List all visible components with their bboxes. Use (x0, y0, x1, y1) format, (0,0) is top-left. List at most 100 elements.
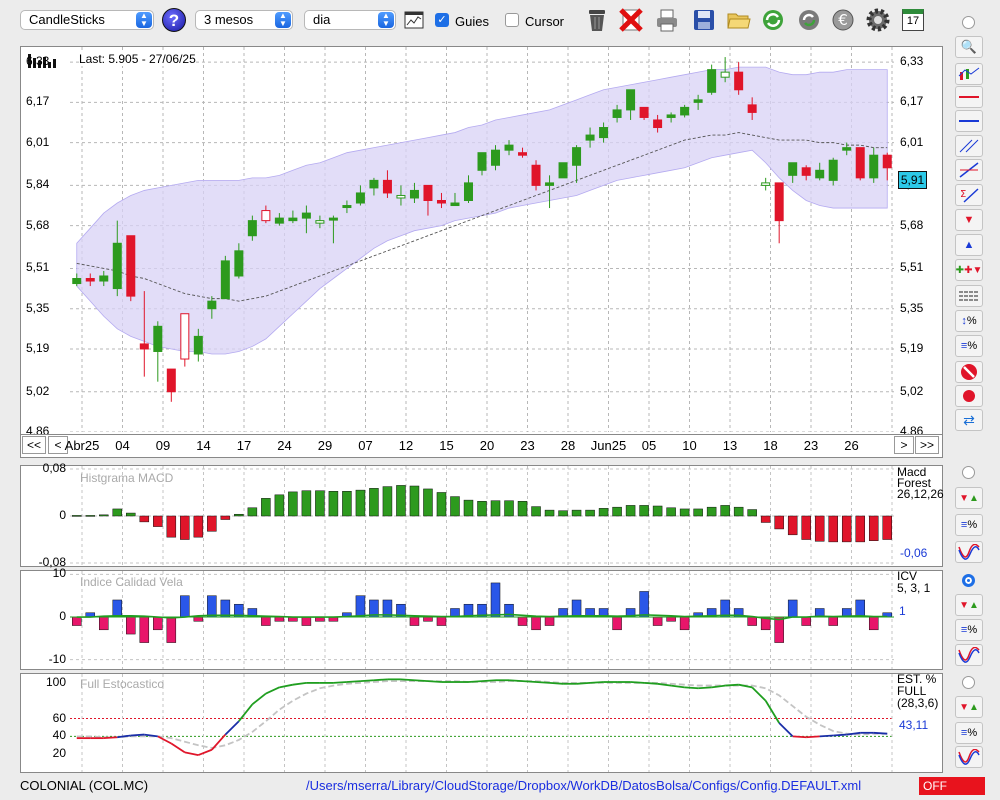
stoch-signal-line (76, 680, 888, 749)
candle-body (423, 184, 433, 201)
macd-bar (85, 515, 96, 517)
stoch-k-segment (157, 735, 172, 745)
candle-body (369, 179, 379, 189)
horizontal-line-blue-button[interactable] (955, 110, 983, 132)
candle (572, 145, 582, 183)
candle (85, 273, 95, 287)
buy-marker-button[interactable]: ▲ (955, 234, 983, 256)
help-icon[interactable]: ? (162, 8, 186, 32)
macd-levels-button[interactable]: ≡% (955, 514, 983, 536)
radio-macd[interactable] (962, 466, 975, 479)
candle-body (166, 368, 176, 393)
sigma-line-button[interactable]: Σ (955, 184, 983, 206)
sell-marker-button[interactable]: ▼ (955, 209, 983, 231)
refresh-icon[interactable] (760, 6, 786, 34)
radio-main-chart[interactable] (962, 16, 975, 29)
macd-curve-button[interactable] (955, 541, 983, 563)
calendar-icon[interactable]: 17 (902, 9, 924, 31)
range-percent-button[interactable]: ↕% (955, 310, 983, 332)
icv-bar (274, 616, 285, 622)
macd-bar (841, 515, 852, 543)
candle (477, 152, 487, 176)
gear-icon[interactable] (865, 6, 891, 34)
stoch-k-segment (751, 686, 767, 702)
swap-button[interactable]: ⇄ (955, 409, 983, 431)
period-select[interactable]: 3 mesos ▲ ▼ (195, 10, 293, 30)
open-folder-icon[interactable] (726, 6, 752, 34)
interval-select[interactable]: dia ▲ ▼ (304, 10, 396, 30)
save-icon[interactable] (691, 6, 717, 34)
levels-percent-button[interactable]: ≡% (955, 335, 983, 357)
chart-type-value: CandleSticks (29, 12, 105, 27)
stoch-curve-button[interactable] (955, 746, 983, 768)
macd-svg[interactable] (70, 466, 894, 566)
chart-type-select[interactable]: CandleSticks ▲ ▼ (20, 10, 154, 30)
calendar-day: 17 (906, 15, 920, 27)
icv-signal-button[interactable]: ▼▲ (955, 594, 983, 616)
macd-bar (666, 507, 676, 517)
delete-icon[interactable] (618, 6, 644, 34)
stoch-svg[interactable] (70, 674, 894, 772)
icv-curve-button[interactable] (955, 644, 983, 666)
radio-stoch[interactable] (962, 676, 975, 689)
euro-icon[interactable]: € (830, 6, 856, 34)
candle (355, 185, 365, 206)
macd-bar (247, 507, 258, 517)
record-button[interactable] (955, 385, 983, 407)
sync-icon[interactable] (796, 6, 822, 34)
down-up-arrows-icon: ▼▲ (959, 492, 979, 504)
levels-percent-icon: ≡% (960, 624, 978, 636)
nav-last-button[interactable]: >> (915, 436, 939, 454)
nav-next-button[interactable]: > (894, 436, 914, 454)
macd-bar (868, 515, 879, 541)
guides-lines-button[interactable] (955, 285, 983, 307)
nav-first-button[interactable]: << (22, 436, 46, 454)
nav-prev-button[interactable]: < (48, 436, 68, 454)
stoch-signal-button[interactable]: ▼▲ (955, 696, 983, 718)
icv-bar (787, 599, 798, 618)
off-badge[interactable]: OFF (919, 777, 985, 795)
macd-signal-button[interactable]: ▼▲ (955, 487, 983, 509)
stoch-k-segment (711, 684, 726, 689)
config-path-link[interactable]: /Users/mserra/Library/CloudStorage/Dropb… (306, 778, 862, 793)
icv-bar (409, 616, 420, 626)
candle (288, 210, 298, 224)
stoch-k-segment (698, 686, 712, 690)
stoch-k-segment (846, 731, 861, 736)
x-axis-label: 07 (358, 438, 373, 453)
stoch-k-segment (684, 686, 699, 690)
print-icon[interactable] (654, 6, 680, 34)
trend-channel-button[interactable] (955, 135, 983, 157)
icv-levels-button[interactable]: ≡% (955, 619, 983, 641)
trash-icon[interactable] (584, 6, 610, 34)
icv-bar (139, 616, 150, 643)
x-axis-label: 26 (844, 438, 859, 453)
stoch-k-segment (279, 683, 294, 689)
stoch-k-segment (670, 684, 685, 689)
y-tick-right: 6,17 (900, 94, 924, 109)
radio-icv[interactable] (962, 574, 975, 587)
candle (220, 255, 230, 300)
indicator-overlay-button[interactable] (955, 63, 983, 85)
guides-checkbox[interactable]: ✓ (435, 13, 449, 27)
candle (207, 296, 217, 319)
cursor-checkbox[interactable] (505, 13, 519, 27)
price-chart-svg[interactable] (70, 47, 894, 432)
trend-line-button[interactable] (955, 159, 983, 181)
candle-body (180, 313, 190, 360)
y-tick-left: 5,19 (26, 340, 50, 355)
macd-bar (301, 490, 312, 517)
stop-button[interactable] (955, 361, 983, 383)
zoom-button[interactable]: 🔍 (955, 36, 983, 58)
candle (436, 192, 446, 209)
candle (842, 142, 852, 156)
svg-text:Σ: Σ (960, 189, 966, 200)
chart-window-icon[interactable] (401, 6, 427, 34)
stoch-levels-button[interactable]: ≡% (955, 722, 983, 744)
signals-button[interactable]: ✚✚▼ (955, 259, 983, 281)
candle-body (207, 300, 217, 310)
x-axis-label: 14 (196, 438, 211, 453)
candle (234, 243, 244, 279)
icv-svg[interactable] (70, 571, 894, 669)
horizontal-line-red-button[interactable] (955, 86, 983, 108)
